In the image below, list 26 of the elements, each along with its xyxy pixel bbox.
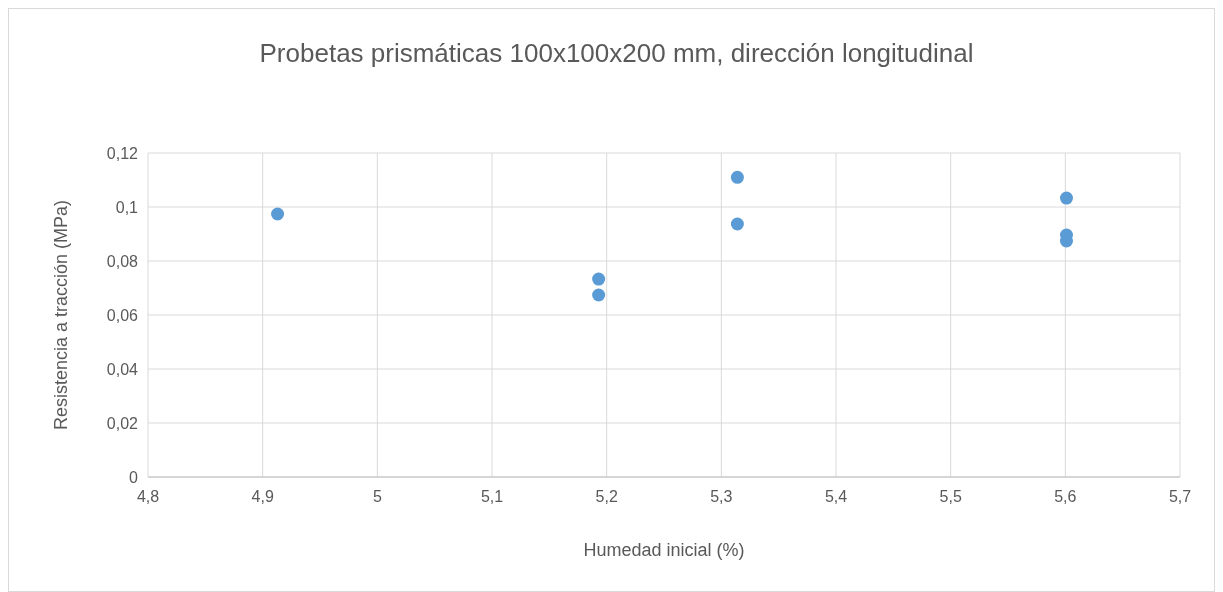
y-tick-label: 0,1 <box>115 198 139 216</box>
chart-title: Probetas prismáticas 100x100x200 mm, dirección longitudinal <box>259 38 974 68</box>
x-tick-label: 5,3 <box>710 488 733 505</box>
y-tick-label: 0,08 <box>106 252 139 270</box>
x-tick-label: 5,4 <box>824 488 848 505</box>
point <box>1059 191 1073 205</box>
point <box>592 272 606 286</box>
y-tick-label: 0 <box>129 468 139 486</box>
point <box>730 217 744 231</box>
x-axis-title: Humedad inicial (%) <box>583 540 745 560</box>
point <box>592 288 606 302</box>
y-tick-label: 0,12 <box>106 144 139 162</box>
y-tick-label: 0,06 <box>106 306 139 324</box>
x-tick-label: 5,1 <box>480 488 504 505</box>
x-tick-label: 5 <box>372 488 382 505</box>
point <box>271 207 285 221</box>
y-tick-label: 0,02 <box>106 414 139 432</box>
x-tick-label: 5,5 <box>939 488 962 505</box>
x-tick-label: 4,9 <box>251 488 274 505</box>
x-tick-label: 5,6 <box>1054 488 1077 505</box>
y-tick-label: 0,04 <box>106 360 139 378</box>
x-tick-label: 5,7 <box>1168 488 1192 505</box>
point <box>730 170 744 184</box>
x-tick-label: 5,2 <box>595 488 618 505</box>
x-tick-label: 4,8 <box>136 488 160 505</box>
y-axis-title: Resistencia a tracción (MPa) <box>51 199 71 431</box>
